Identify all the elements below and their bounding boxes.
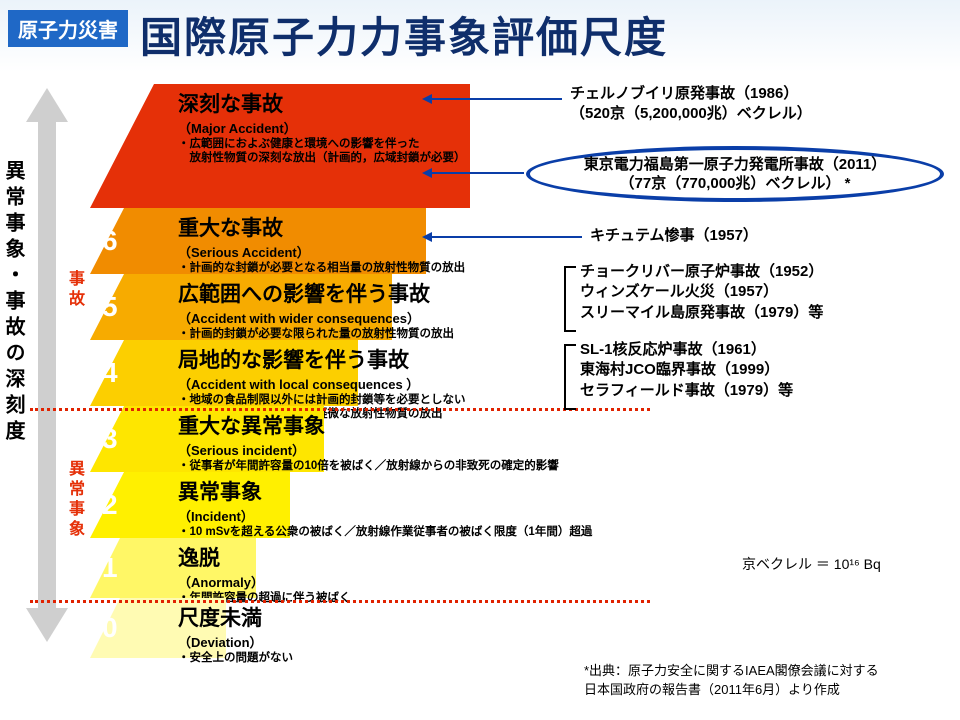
level-number: 4 [102, 357, 118, 389]
level-2: 2 異常事象（Incident）・10 mSvを超える公衆の被ばく／放射線作業従事… [90, 472, 650, 538]
severity-arrow [38, 120, 56, 610]
callout-kyshtym: キチュテム惨事（1957） [590, 226, 758, 246]
pointer-l6 [432, 236, 582, 238]
severity-arrow-down [26, 608, 68, 642]
level-content: 重大な異常事象（Serious incident）・従事者が年間許容量の10倍を… [178, 410, 650, 473]
level-number: 1 [102, 552, 118, 584]
level-number: 0 [102, 612, 118, 644]
level-name: 尺度未満 [178, 602, 650, 632]
level-4: 4局地的な影響を伴う事故（Accident with local consequ… [90, 340, 650, 406]
level-0: 0尺度未満（Deviation）・安全上の問題がない [90, 598, 650, 658]
severity-axis-label: 異常事象・事故の深刻度 [4, 160, 28, 446]
page-title: 国際原子力力事象評価尺度 [140, 4, 668, 65]
level-content: 逸脱（Anormaly）・年間許容量の超過に伴う被ばく [178, 542, 650, 605]
ines-scale-infographic: 原子力災害 国際原子力力事象評価尺度 異常事象・事故の深刻度 事故 異常事象 7… [0, 0, 960, 720]
severity-arrow-up [26, 88, 68, 122]
level-6: 6重大な事故（Serious Accident）・計画的な封鎖が必要となる相当量… [90, 208, 650, 274]
level-number: 2 [102, 489, 118, 521]
level-content: 尺度未満（Deviation）・安全上の問題がない [178, 602, 650, 665]
callout-fukushima-oval: 東京電力福島第一原子力発電所事故（2011） （77京（770,000兆）ベクレ… [526, 146, 944, 202]
level-3: 3 重大な異常事象（Serious incident）・従事者が年間許容量の10倍… [90, 406, 650, 472]
divider-incident-deviation [30, 600, 650, 603]
callout-chernobyl: チェルノブイリ原発事故（1986） （520京（5,200,000兆）ベクレル） [570, 84, 812, 125]
level-1: 1逸脱（Anormaly）・年間許容量の超過に伴う被ばく [90, 538, 650, 598]
source-footnote: *出典：原子力安全に関するIAEA閣僚会議に対する 日本国政府の報告書（2011… [584, 660, 879, 698]
category-tag: 原子力災害 [8, 10, 128, 47]
category-upper: 事故 [66, 270, 86, 310]
level-english: （Deviation） [178, 632, 650, 651]
level-english: （Incident） [178, 506, 650, 525]
level-desc: ・安全上の問題がない [178, 651, 650, 665]
category-lower: 異常事象 [66, 460, 86, 540]
divider-accident-incident [30, 408, 650, 411]
level-number: 3 [102, 423, 118, 455]
level-english: （Serious incident） [178, 440, 650, 459]
pointer-l7a [432, 98, 562, 100]
level-name: 重大な異常事象 [178, 410, 650, 440]
level-name: 異常事象 [178, 476, 650, 506]
level-name: 逸脱 [178, 542, 650, 572]
pointer-l7b [432, 172, 524, 174]
level-english: （Anormaly） [178, 572, 650, 591]
callout-level4: SL-1核反応炉事故（1961） 東海村JCO臨界事故（1999） セラフィール… [580, 340, 793, 401]
becquerel-note: 京ベクレル ＝ 10¹⁶ Bq [742, 554, 881, 574]
level-number: 6 [102, 225, 118, 257]
level-content: 異常事象（Incident）・10 mSvを超える公衆の被ばく／放射線作業従事者… [178, 476, 650, 539]
level-english: （Serious Accident） [178, 242, 650, 261]
level-number: 5 [102, 291, 118, 323]
level-number: 7 [102, 130, 118, 162]
bracket-l5 [564, 266, 566, 332]
bracket-l4 [564, 344, 566, 410]
callout-level5: チョークリバー原子炉事故（1952） ウィンズケール火災（1957） スリーマイ… [580, 262, 823, 323]
